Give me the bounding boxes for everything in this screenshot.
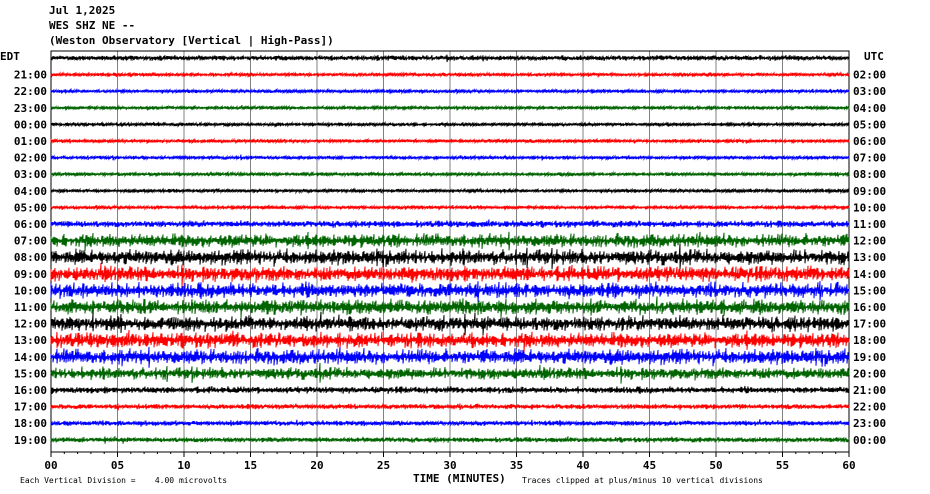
- row-label-left: 22:00: [14, 85, 47, 98]
- date-label: Jul 1,2025: [49, 4, 116, 17]
- row-label-right: 06:00: [853, 135, 886, 148]
- x-tick-label: 40: [576, 459, 589, 472]
- row-label-right: 02:00: [853, 69, 886, 82]
- row-label-right: 20:00: [853, 367, 886, 380]
- trace-line: [50, 311, 850, 336]
- row-label-right: 19:00: [853, 351, 886, 364]
- trace-line: [50, 403, 850, 411]
- row-label-left: 05:00: [14, 201, 47, 214]
- row-label-right: 09:00: [853, 185, 886, 198]
- timezone-left: EDT: [0, 50, 20, 63]
- x-axis-label: TIME (MINUTES): [413, 472, 506, 485]
- row-label-left: 16:00: [14, 384, 47, 397]
- trace-line: [50, 362, 850, 384]
- trace-line: [50, 87, 850, 95]
- row-label-right: 12:00: [853, 235, 886, 248]
- trace-line: [50, 281, 850, 302]
- row-label-right: 04:00: [853, 102, 886, 115]
- row-label-right: 13:00: [853, 251, 886, 264]
- trace-line: [50, 120, 850, 128]
- row-label-left: 01:00: [14, 135, 47, 148]
- row-label-left: 03:00: [14, 168, 47, 181]
- row-label-left: 07:00: [14, 235, 47, 248]
- observatory-label: (Weston Observatory [Vertical | High-Pas…: [49, 34, 334, 47]
- row-label-right: 14:00: [853, 268, 886, 281]
- trace-line: [50, 436, 850, 444]
- x-tick-label: 45: [643, 459, 656, 472]
- row-label-left: 19:00: [14, 434, 47, 447]
- x-tick-label: 50: [709, 459, 722, 472]
- row-label-right: 15:00: [853, 284, 886, 297]
- row-label-left: 17:00: [14, 401, 47, 414]
- row-label-right: 21:00: [853, 384, 886, 397]
- trace-line: [50, 296, 850, 318]
- x-tick-label: 20: [310, 459, 323, 472]
- trace-line: [50, 203, 850, 212]
- x-tick-label: 30: [443, 459, 456, 472]
- row-label-right: 22:00: [853, 401, 886, 414]
- row-label-left: 13:00: [14, 334, 47, 347]
- row-label-left: 18:00: [14, 417, 47, 430]
- row-label-right: 03:00: [853, 85, 886, 98]
- row-label-right: 10:00: [853, 201, 886, 214]
- row-label-left: 23:00: [14, 102, 47, 115]
- trace-line: [50, 104, 850, 112]
- station-label: WES SHZ NE --: [49, 19, 136, 32]
- row-label-right: 11:00: [853, 218, 886, 231]
- row-label-left: 02:00: [14, 152, 47, 165]
- row-label-right: 23:00: [853, 417, 886, 430]
- x-tick-label: 25: [377, 459, 390, 472]
- row-label-left: 15:00: [14, 367, 47, 380]
- clip-note: Traces clipped at plus/minus 10 vertical…: [522, 476, 763, 485]
- trace-line: [50, 137, 850, 145]
- row-label-left: 21:00: [14, 69, 47, 82]
- timezone-right: UTC: [864, 50, 884, 63]
- trace-line: [50, 243, 850, 270]
- row-label-right: 16:00: [853, 301, 886, 314]
- row-label-left: 11:00: [14, 301, 47, 314]
- trace-line: [50, 385, 850, 395]
- row-label-left: 06:00: [14, 218, 47, 231]
- trace-line: [50, 170, 850, 178]
- row-label-right: 05:00: [853, 118, 886, 131]
- x-tick-label: 00: [44, 459, 57, 472]
- x-tick-label: 55: [776, 459, 789, 472]
- trace-line: [50, 330, 850, 353]
- x-tick-label: 35: [510, 459, 523, 472]
- row-label-right: 08:00: [853, 168, 886, 181]
- vertical-division-note: Each Vertical Division = 4.00 microvolts: [20, 476, 228, 485]
- trace-line: [50, 231, 850, 252]
- trace-line: [50, 219, 850, 229]
- trace-line: [50, 262, 850, 287]
- trace-line: [50, 153, 850, 162]
- trace-line: [50, 70, 850, 79]
- row-label-left: 10:00: [14, 284, 47, 297]
- row-label-right: 00:00: [853, 434, 886, 447]
- x-tick-label: 15: [244, 459, 257, 472]
- row-label-left: 04:00: [14, 185, 47, 198]
- trace-line: [50, 346, 850, 368]
- row-label-right: 17:00: [853, 318, 886, 331]
- row-label-left: 08:00: [14, 251, 47, 264]
- row-label-left: 00:00: [14, 118, 47, 131]
- x-tick-label: 05: [111, 459, 124, 472]
- row-label-right: 18:00: [853, 334, 886, 347]
- row-label-left: 12:00: [14, 318, 47, 331]
- x-tick-label: 60: [842, 459, 855, 472]
- x-tick-label: 10: [177, 459, 190, 472]
- trace-line: [50, 187, 850, 195]
- trace-line: [50, 419, 850, 427]
- row-label-left: 14:00: [14, 351, 47, 364]
- row-label-right: 07:00: [853, 152, 886, 165]
- trace-line: [50, 54, 850, 63]
- row-label-left: 09:00: [14, 268, 47, 281]
